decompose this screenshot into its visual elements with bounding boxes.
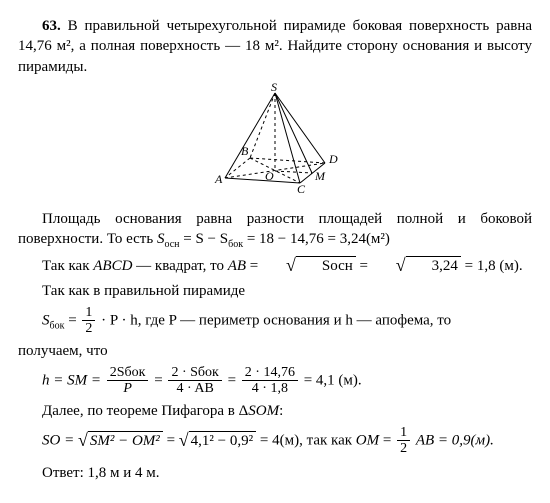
sol-p4: получаем, что bbox=[18, 341, 532, 361]
sqrt-sm-om: √SM² − OM² bbox=[78, 431, 163, 452]
f2-fr2-top: 2 · Sбок bbox=[168, 365, 221, 381]
sol-p2a: Так как bbox=[42, 258, 93, 274]
f3-frac: 1 2 bbox=[397, 425, 410, 457]
f2-fr2-bot: 4 · AB bbox=[168, 381, 221, 396]
f2-fr2: 2 · Sбок 4 · AB bbox=[168, 365, 221, 397]
f2-fr1-bot: P bbox=[123, 381, 132, 396]
sqrt-sosn-body: Sосн bbox=[296, 256, 356, 277]
frac-half-bot: 2 bbox=[82, 321, 95, 336]
f3-lhs: SO = bbox=[42, 432, 78, 448]
answer-label: Ответ: bbox=[42, 465, 88, 481]
formula-h: h = SM = 2Sбок P = 2 · Sбок 4 · AB = 2 ·… bbox=[42, 365, 532, 397]
label-C: C bbox=[297, 182, 306, 193]
sol-p5b: SOM bbox=[248, 403, 279, 419]
formula-sbok: Sбок = 1 2 · P · h, где P — периметр осн… bbox=[42, 305, 532, 337]
frac-half-top: 1 bbox=[82, 305, 95, 321]
sol-p1: Площадь основания равна разности площаде… bbox=[18, 209, 532, 252]
label-M: M bbox=[314, 169, 326, 183]
sol-p2: Так как ABCD — квадрат, то AB = √Sосн = … bbox=[18, 256, 532, 277]
f3-mid1: = bbox=[167, 432, 179, 448]
sol-p3: Так как в правильной пирамиде bbox=[18, 281, 532, 301]
sol-p1-sub2: бок bbox=[228, 239, 243, 250]
f1-lhs: S bbox=[42, 312, 50, 328]
sol-p2-eq: = bbox=[250, 258, 262, 274]
pyramid-svg: S A B C D O M bbox=[205, 83, 345, 193]
sol-p5c: : bbox=[279, 403, 283, 419]
sqrt-324-body: 3,24 bbox=[406, 256, 461, 277]
f2-mid2: = bbox=[228, 372, 240, 388]
label-B: B bbox=[241, 144, 249, 158]
f1-eq: = bbox=[68, 312, 80, 328]
f2-mid1: = bbox=[154, 372, 166, 388]
sol-p2-ab: AB bbox=[228, 258, 246, 274]
problem-statement: 63. В правильной четырехугольной пирамид… bbox=[18, 16, 532, 77]
label-O: O bbox=[265, 169, 274, 183]
f1-sub: бок bbox=[50, 320, 65, 331]
f2-fr3: 2 · 14,76 4 · 1,8 bbox=[242, 365, 298, 397]
sol-p5: Далее, по теореме Пифагора в ΔSOM: bbox=[18, 401, 532, 421]
f2-fr1-top: 2Sбок bbox=[107, 365, 149, 381]
sol-p1-rest: = 18 − 14,76 = 3,24(м²) bbox=[247, 231, 390, 247]
f2-fr1: 2Sбок P bbox=[107, 365, 149, 397]
f3-fr-top: 1 bbox=[397, 425, 410, 441]
formula-so: SO = √SM² − OM² = √4,1² − 0,9² = 4(м), т… bbox=[42, 425, 532, 457]
f2-fr3-bot: 4 · 1,8 bbox=[242, 381, 298, 396]
sqrt-sm-om-body: SM² − OM² bbox=[90, 433, 160, 449]
f2-fr3-top: 2 · 14,76 bbox=[242, 365, 298, 381]
problem-text: В правильной четырехугольной пирамиде бо… bbox=[18, 18, 532, 75]
sol-p2b: — квадрат, то bbox=[136, 258, 228, 274]
frac-half: 1 2 bbox=[82, 305, 95, 337]
f3-tail: AB = 0,9(м). bbox=[416, 432, 494, 448]
sqrt-sosn: √Sосн bbox=[262, 256, 356, 277]
pyramid-figure: S A B C D O M bbox=[18, 83, 532, 199]
answer-text: 1,8 м и 4 м. bbox=[88, 465, 160, 481]
label-D: D bbox=[328, 152, 338, 166]
sol-p2-abcd: ABCD bbox=[93, 258, 132, 274]
label-S: S bbox=[271, 83, 277, 94]
problem-number: 63. bbox=[42, 18, 61, 34]
f3-fr-bot: 2 bbox=[397, 441, 410, 456]
f1-tail: · P · h, где P — периметр основания и h … bbox=[101, 312, 451, 328]
sol-p1-sub1: осн bbox=[164, 239, 179, 250]
sol-p2-end: = 1,8 (м). bbox=[465, 258, 523, 274]
answer: Ответ: 1,8 м и 4 м. bbox=[18, 463, 532, 483]
sqrt-324: √3,24 bbox=[372, 256, 461, 277]
label-A: A bbox=[214, 172, 223, 186]
sol-p5a: Далее, по теореме Пифагора в Δ bbox=[42, 403, 248, 419]
f2-end: = 4,1 (м). bbox=[304, 372, 362, 388]
sol-p1-eq: = S − S bbox=[183, 231, 228, 247]
f3-om: OM bbox=[356, 432, 379, 448]
f3-eq: = bbox=[383, 432, 395, 448]
f2-lhs: h = SM = bbox=[42, 372, 105, 388]
f3-mid2: = 4(м), так как bbox=[260, 432, 356, 448]
sol-p2-mid: = bbox=[360, 258, 372, 274]
sqrt-num: √4,1² − 0,9² bbox=[179, 431, 256, 452]
sqrt-num-body: 4,1² − 0,9² bbox=[189, 431, 256, 452]
